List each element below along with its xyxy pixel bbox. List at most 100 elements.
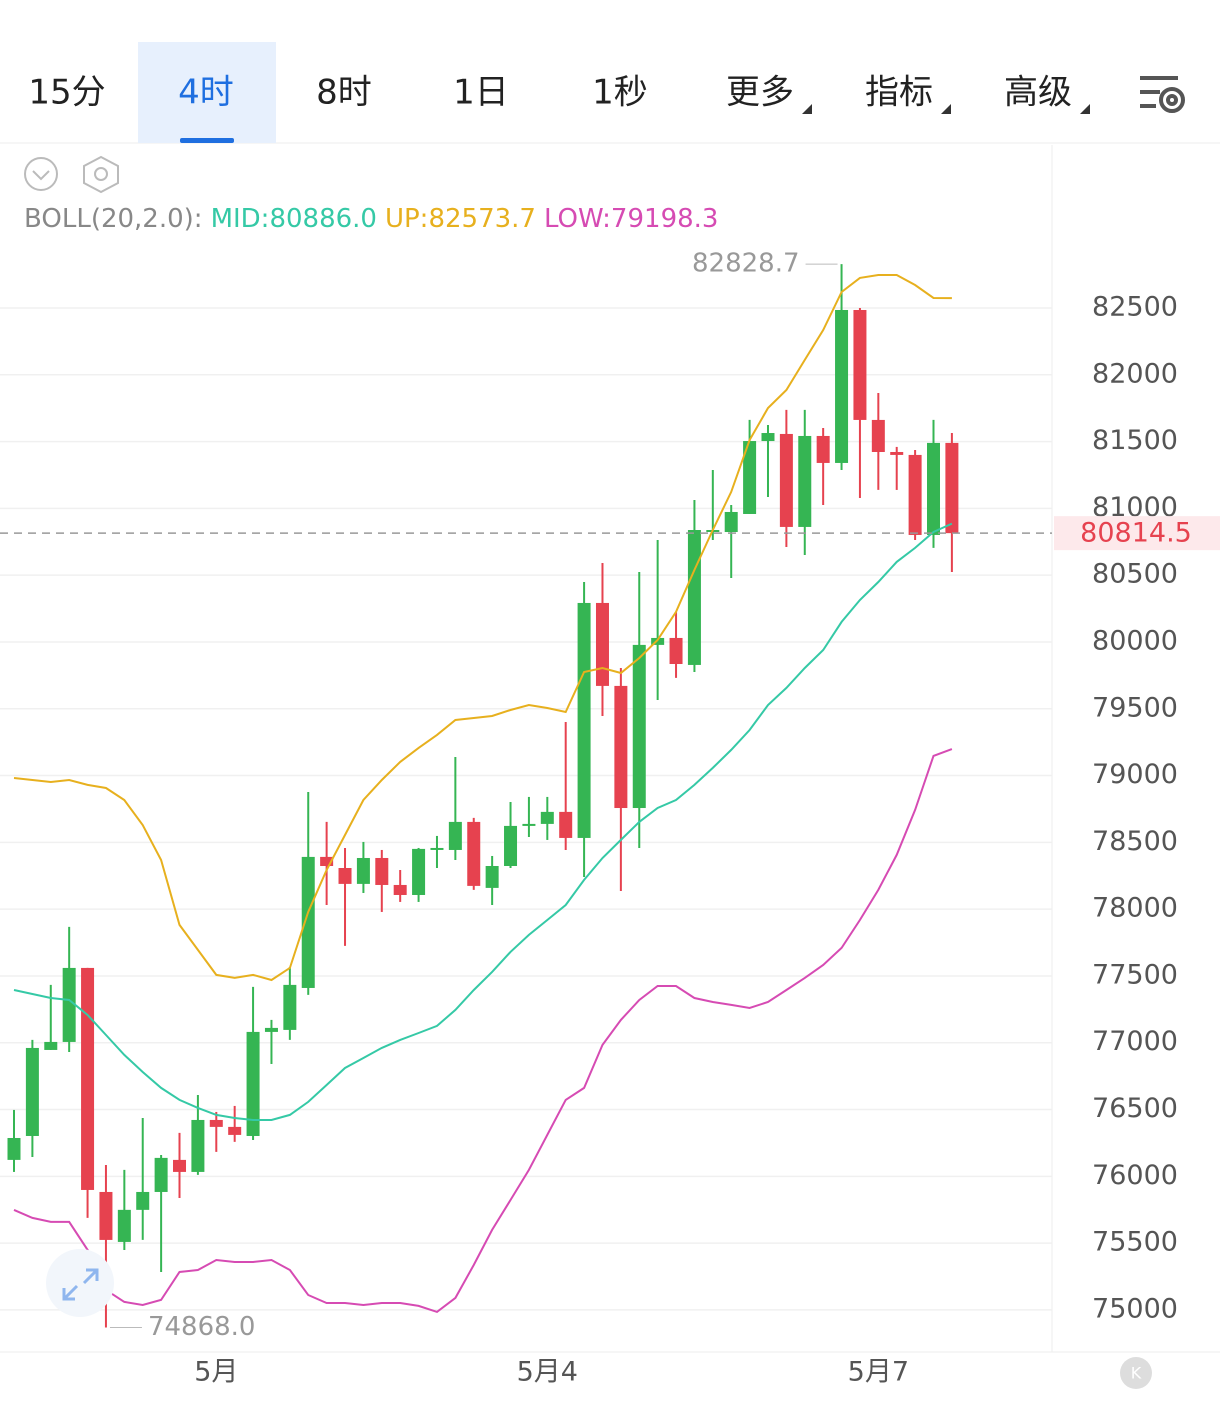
y-tick-label: 79000 [1092,759,1178,790]
tab[interactable]: 高级 [1004,73,1072,113]
candle-body [117,1209,131,1242]
candle-body [412,848,426,895]
candle-body [136,1191,150,1210]
candle-body [908,454,922,535]
candle-body [669,637,683,665]
candle-body [559,811,573,838]
tab[interactable]: 15分 [28,73,105,113]
legend-entry: MID:80886.0 [211,204,377,234]
candle-body [743,441,757,514]
svg-text:K: K [1131,1364,1142,1383]
collapse-icon[interactable] [24,157,58,191]
dropdown-mark [941,104,951,114]
hexagon-icon[interactable] [83,155,119,194]
tab[interactable]: 更多 [726,73,794,113]
y-tick-label: 75000 [1092,1293,1178,1324]
y-tick-label: 80500 [1092,559,1178,590]
candle-body [835,309,849,463]
candle-body [724,511,738,533]
y-tick-label: 77000 [1092,1026,1178,1057]
candle-body [209,1119,223,1127]
expand-icon[interactable] [46,1249,114,1317]
candle-body [577,602,591,838]
tab[interactable]: 8时 [316,73,372,113]
y-tick-label: 78500 [1092,826,1178,857]
candle-body [540,811,554,824]
last-price-label: 80814.5 [1080,518,1192,549]
candle-body [927,442,940,535]
plot: 75000 75500 76000 76500 77000 77500 78000 78500… [0,249,1220,1388]
tab[interactable]: 指标 [865,73,933,113]
candle-body [448,821,462,850]
candle-body [154,1157,168,1192]
min-label: 74868.0 [148,1312,256,1342]
candle-body [614,685,628,809]
indicator-line [13,522,953,1121]
candle-body [393,884,407,895]
candle-body [320,856,334,866]
dropdown-mark [1080,104,1090,114]
candle-body [173,1159,187,1172]
candle-body [25,1047,39,1136]
active-tab-indicator [180,138,234,143]
y-tick-label: 77500 [1092,959,1178,990]
y-tick-label: 81500 [1092,425,1178,456]
candle-body [356,857,370,884]
x-tick-label: 5月 [194,1357,238,1388]
tab[interactable]: 1日 [453,73,509,113]
y-tick-label: 82500 [1092,291,1178,322]
indicator-line [13,748,953,1314]
candle-body [301,856,315,988]
candle-body [246,1031,260,1136]
tab-bar: 15分 4时 8时 1日 1秒 更多 指标 高级 [28,42,1090,143]
candle-body [687,530,701,665]
y-tick-label: 76000 [1092,1160,1178,1191]
candle-body [651,637,665,645]
k-icon[interactable]: K [1120,1357,1152,1389]
candle-body [890,451,904,455]
max-label: 82828.7 [692,249,800,279]
y-tick-label: 76500 [1092,1093,1178,1124]
candle-body [264,1027,278,1032]
tab[interactable]: 4时 [178,73,234,113]
candle-body [522,823,536,826]
indicator-name: BOLL(20,2.0): [24,204,203,234]
y-tick-label: 79500 [1092,692,1178,723]
indicator-line [13,274,952,982]
candle-body [798,435,812,527]
candle-body [430,847,444,850]
y-tick-label: 80000 [1092,625,1178,656]
active-tab-bg [138,42,276,143]
y-tick-label: 75500 [1092,1227,1178,1258]
legend-entry: UP:82573.7 [385,204,536,234]
settings-icon[interactable] [1140,76,1185,113]
candle-body [7,1137,21,1160]
candle-body [228,1126,242,1135]
candle-body [945,442,959,534]
y-tick-label: 78000 [1092,893,1178,924]
tab[interactable]: 1秒 [592,73,648,113]
last-price-bg [1054,516,1220,551]
dropdown-mark [802,104,812,114]
candle-body [44,1041,58,1050]
x-tick-label: 5月4 [517,1357,578,1388]
candle-body [504,825,518,866]
y-tick-label: 82000 [1092,358,1178,389]
candle-body [485,865,499,888]
candle-body [375,857,389,885]
candle-body [62,967,76,1042]
indicator-legend: BOLL(20,2.0): MID:80886.0 UP:82573.7 LOW:79… [24,204,718,234]
candle-body [779,433,793,527]
legend-entry: LOW:79198.3 [544,204,718,234]
candle-body [81,967,95,1190]
candle-body [467,821,481,886]
candle-body [632,644,646,809]
candle-body [871,419,885,452]
candle-body [191,1119,205,1172]
x-tick-label: 5月7 [848,1357,909,1388]
candle-body [99,1191,113,1240]
candle-body [816,435,830,463]
candle-body [595,602,609,686]
